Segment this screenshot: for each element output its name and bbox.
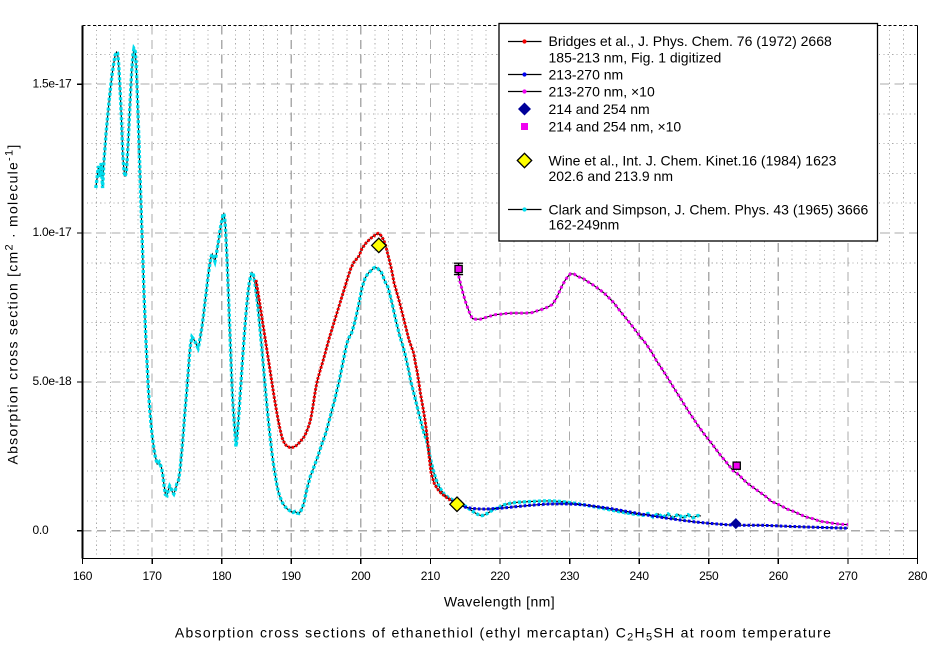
svg-text:213-270 nm: 213-270 nm — [549, 67, 624, 83]
svg-text:170: 170 — [142, 569, 162, 583]
svg-text:5.0e-18: 5.0e-18 — [33, 374, 73, 388]
svg-text:214 and 254 nm: 214 and 254 nm — [549, 101, 650, 117]
svg-text:230: 230 — [560, 569, 580, 583]
svg-text:202.6 and 213.9 nm: 202.6 and 213.9 nm — [549, 168, 674, 184]
svg-text:0.0: 0.0 — [33, 523, 50, 537]
svg-text:214 and 254 nm, ×10: 214 and 254 nm, ×10 — [549, 119, 682, 135]
svg-text:190: 190 — [282, 569, 302, 583]
svg-text:Bridges et al., J. Phys. Chem.: Bridges et al., J. Phys. Chem. 76 (1972)… — [549, 33, 832, 49]
svg-text:1.0e-17: 1.0e-17 — [33, 225, 73, 239]
svg-text:280: 280 — [908, 569, 928, 583]
svg-text:250: 250 — [699, 569, 719, 583]
svg-text:185-213 nm, Fig. 1 digitized: 185-213 nm, Fig. 1 digitized — [549, 50, 722, 66]
svg-text:270: 270 — [838, 569, 858, 583]
svg-text:260: 260 — [769, 569, 789, 583]
svg-text:Clark and Simpson, J. Chem. Ph: Clark and Simpson, J. Chem. Phys. 43 (19… — [549, 202, 869, 218]
svg-text:Absorption cross section [cm2: Absorption cross section [cm2 · molecule… — [4, 144, 21, 465]
svg-text:210: 210 — [421, 569, 441, 583]
svg-text:160: 160 — [73, 569, 93, 583]
svg-text:162-249nm: 162-249nm — [549, 217, 620, 233]
svg-text:Wine et al., Int. J. Chem. Kin: Wine et al., Int. J. Chem. Kinet.16 (198… — [549, 153, 837, 169]
svg-text:Absorption cross sections of e: Absorption cross sections of ethanethiol… — [175, 624, 832, 643]
svg-text:180: 180 — [212, 569, 232, 583]
svg-text:Wavelength [nm]: Wavelength [nm] — [444, 594, 555, 610]
svg-text:220: 220 — [490, 569, 510, 583]
svg-text:240: 240 — [630, 569, 650, 583]
svg-text:1.5e-17: 1.5e-17 — [33, 76, 73, 90]
svg-text:213-270 nm, ×10: 213-270 nm, ×10 — [549, 84, 655, 100]
svg-text:200: 200 — [351, 569, 371, 583]
